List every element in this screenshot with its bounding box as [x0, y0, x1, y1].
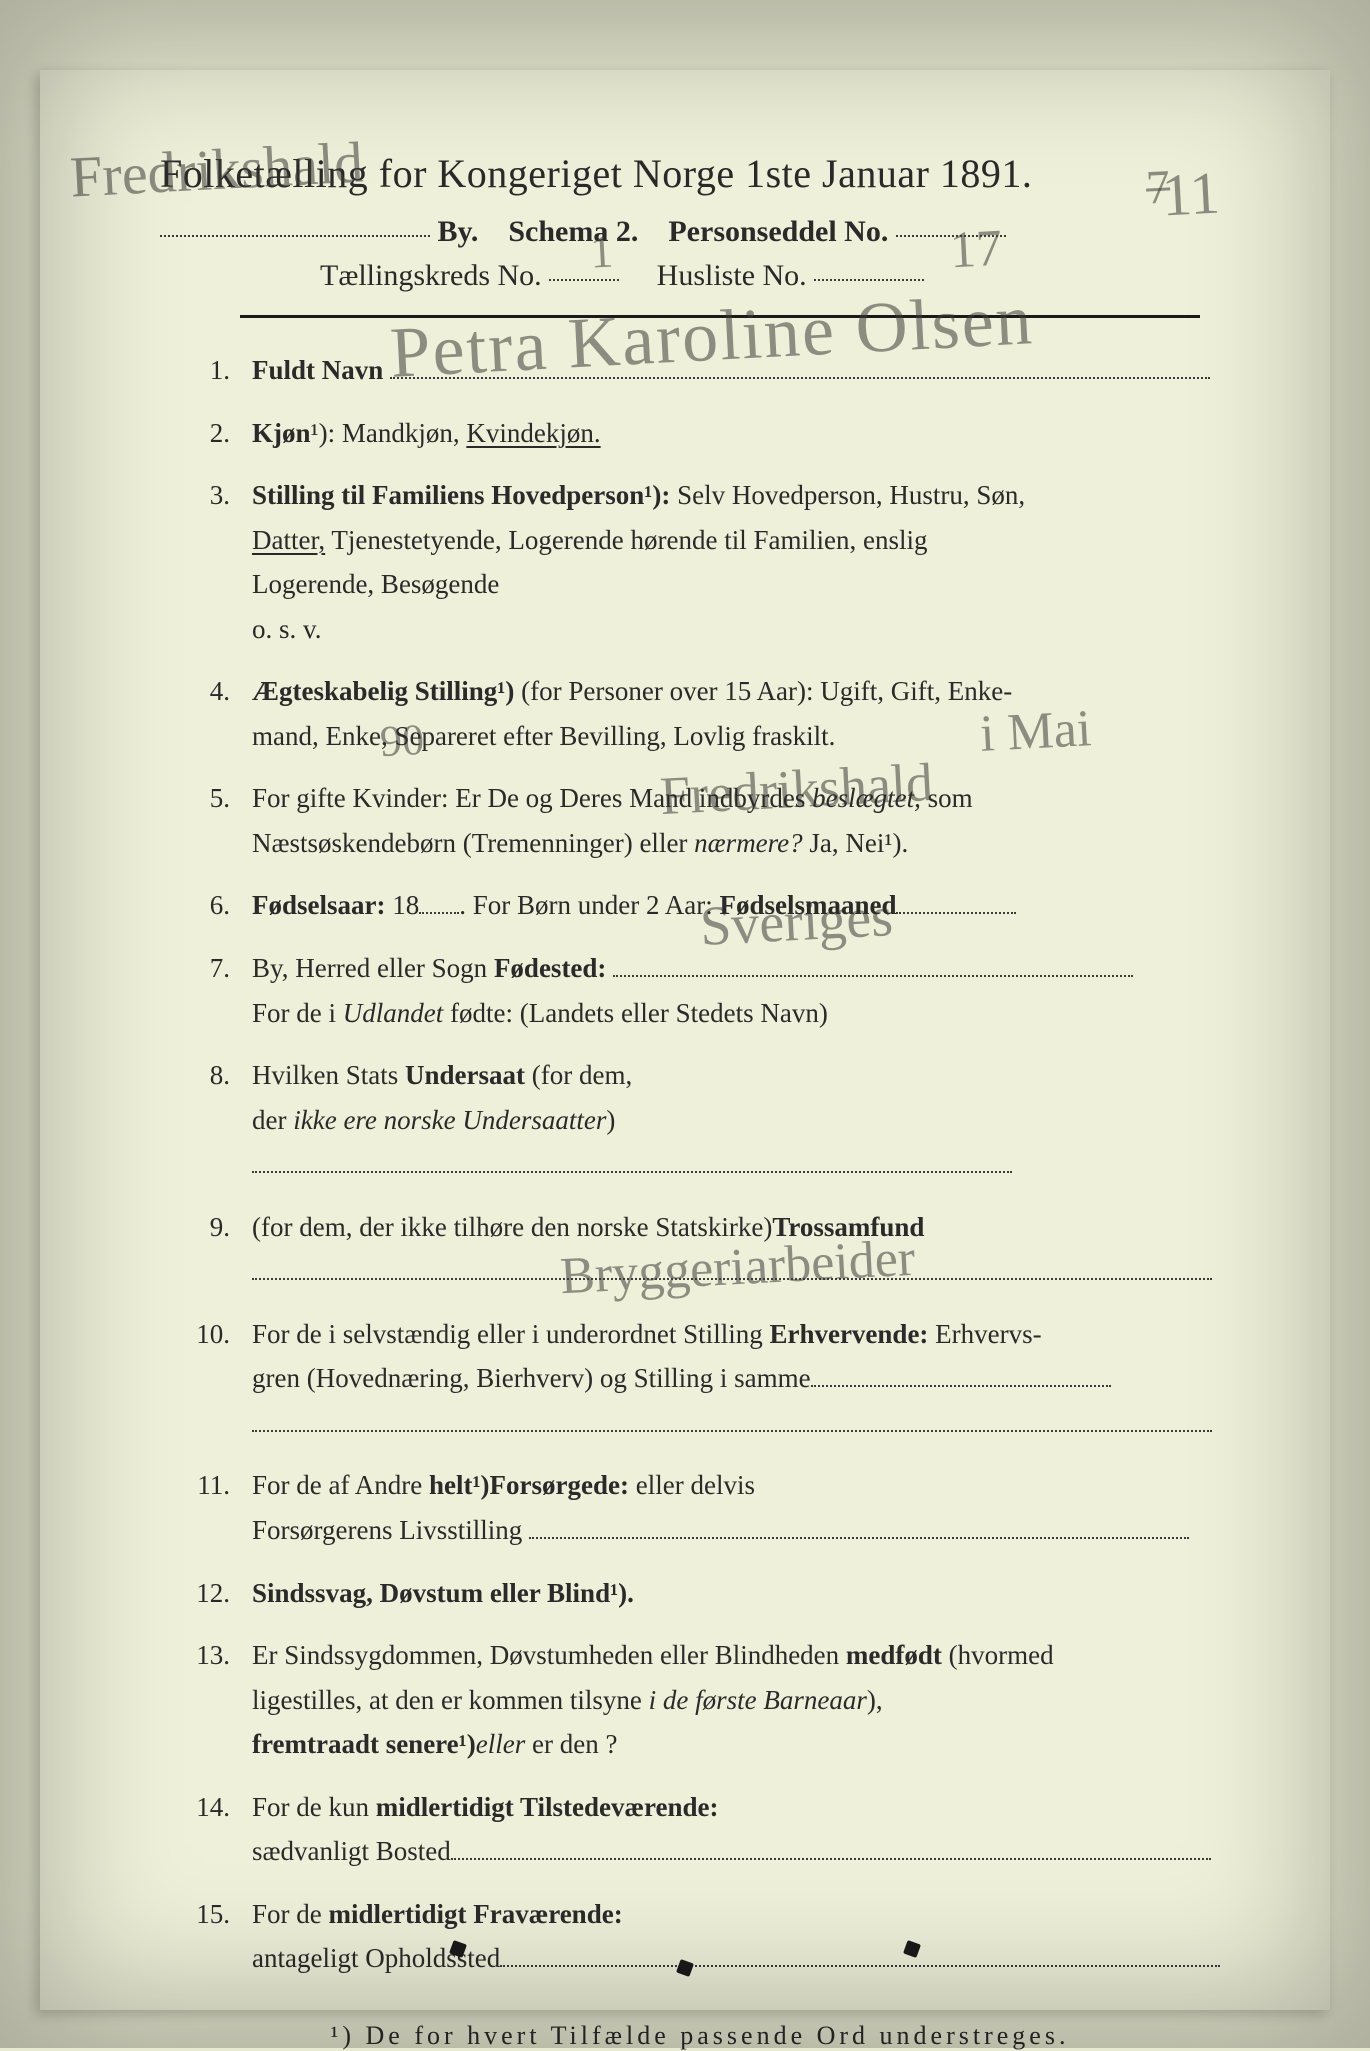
- question-list: Fuldt Navn Kjøn¹): Mandkjøn, Kvindekjøn.…: [160, 348, 1240, 1981]
- kreds-fill: [549, 279, 619, 281]
- divider: [240, 315, 1200, 318]
- question-4: Ægteskabelig Stilling¹) (for Personer ov…: [160, 669, 1240, 758]
- question-2: Kjøn¹): Mandkjøn, Kvindekjøn.: [160, 411, 1240, 456]
- footnote: ¹) De for hvert Tilfælde passende Ord un…: [160, 2021, 1240, 2051]
- question-10: For de i selvstændig eller i underordnet…: [160, 1312, 1240, 1446]
- question-8: Hvilken Stats Undersaat (for dem,der ikk…: [160, 1053, 1240, 1187]
- question-9: (for dem, der ikke tilhøre den norske St…: [160, 1205, 1240, 1294]
- question-6: Fødselsaar: 18. For Børn under 2 Aar: Fø…: [160, 883, 1240, 928]
- question-14: For de kun midlertidigt Tilstedeværende:…: [160, 1785, 1240, 1874]
- question-11: For de af Andre helt¹)Forsørgede: eller …: [160, 1463, 1240, 1552]
- question-5: For gifte Kvinder: Er De og Deres Mand i…: [160, 776, 1240, 865]
- form-subhead2: Tællingskreds No. Husliste No.: [320, 259, 1240, 293]
- question-12: Sindssvag, Døvstum eller Blind¹).: [160, 1571, 1240, 1616]
- husliste-fill: [814, 279, 924, 281]
- binding-marks: [40, 1942, 1330, 1980]
- form-title: Folketælling for Kongeriget Norge 1ste J…: [160, 150, 1240, 197]
- lbl-by: By.: [438, 215, 479, 248]
- personseddel-fill: [896, 235, 1006, 237]
- lbl-schema: Schema 2.: [508, 215, 638, 248]
- question-7: By, Herred eller Sogn Fødested: For de i…: [160, 946, 1240, 1035]
- city-fill: [160, 235, 430, 237]
- census-form-page: Fredrikshald 11 7 1 17 Petra Karoline Ol…: [40, 70, 1330, 2010]
- form-subhead: By. Schema 2. Personseddel No.: [160, 215, 1240, 249]
- lbl-personseddel: Personseddel No.: [668, 215, 888, 248]
- question-1: Fuldt Navn: [160, 348, 1240, 393]
- question-13: Er Sindssygdommen, Døvstumheden eller Bl…: [160, 1633, 1240, 1767]
- lbl-husliste: Husliste No.: [657, 259, 807, 292]
- lbl-kreds: Tællingskreds No.: [320, 259, 542, 292]
- question-3: Stilling til Familiens Hovedperson¹): Se…: [160, 473, 1240, 651]
